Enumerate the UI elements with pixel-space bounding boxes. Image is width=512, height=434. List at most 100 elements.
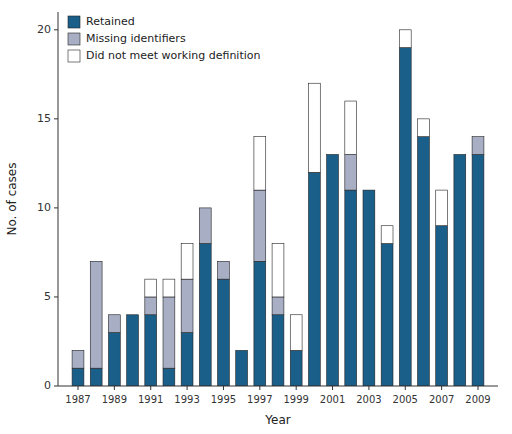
bar-segment	[145, 297, 157, 315]
y-tick-label: 15	[37, 112, 51, 125]
bar-segment	[218, 279, 230, 386]
x-tick	[114, 386, 115, 390]
bar-segment	[272, 315, 284, 386]
y-tick-label: 20	[37, 23, 51, 36]
bar-segment	[127, 315, 139, 386]
bar-segment	[399, 48, 411, 386]
bar-segment	[381, 226, 393, 244]
x-tick-label: 2003	[356, 394, 381, 405]
x-tick	[368, 386, 369, 390]
x-tick-label: 2007	[429, 394, 454, 405]
x-tick-label: 1991	[138, 394, 163, 405]
x-tick	[478, 386, 479, 390]
legend-swatch	[68, 33, 80, 45]
x-tick-label: 2001	[320, 394, 345, 405]
legend-label: Missing identifiers	[86, 32, 186, 45]
x-tick	[223, 386, 224, 390]
bar-segment	[308, 172, 320, 386]
bar-segment	[472, 154, 484, 386]
chart: 0 5 10 15 20 1987 1989 1991 1993 1995 1997 1999 2001…	[0, 0, 512, 434]
y-tick	[54, 296, 58, 297]
bar-segment	[108, 315, 120, 333]
bar-segment	[327, 154, 339, 155]
y-tick	[54, 29, 58, 30]
bar-segment	[72, 350, 84, 351]
bar-segment	[454, 154, 466, 386]
bar-segment	[236, 350, 248, 386]
bar-segment	[290, 350, 302, 386]
x-tick-label: 1989	[102, 394, 127, 405]
bar-segment	[72, 368, 84, 386]
bar-segment	[472, 137, 484, 155]
x-tick-label: 1993	[174, 394, 199, 405]
bar-segment	[363, 190, 375, 191]
bars	[72, 30, 484, 386]
x-tick-label: 1987	[65, 394, 90, 405]
legend-swatch	[68, 50, 80, 62]
bar-segment	[436, 190, 448, 226]
bar-segment	[272, 297, 284, 315]
legend: Retained Missing identifiers Did not meet …	[68, 15, 261, 62]
bar-segment	[472, 136, 484, 137]
bar-segment	[145, 279, 157, 297]
axes: 0 5 10 15 20 1987 1989 1991 1993 1995 1997 1999 2001…	[37, 12, 498, 405]
bar-segment	[399, 30, 411, 48]
bar-segment	[454, 154, 466, 155]
bar-segment	[218, 261, 230, 279]
bar-segment	[163, 279, 175, 297]
legend-swatch	[68, 16, 80, 28]
y-tick	[54, 386, 58, 387]
bar-segment	[108, 314, 120, 315]
legend-label: Did not meet working definition	[86, 49, 261, 62]
y-tick	[54, 207, 58, 208]
x-tick	[259, 386, 260, 390]
bar-segment	[199, 244, 211, 386]
bar-segment	[254, 137, 266, 190]
bar-segment	[345, 190, 357, 386]
bar-segment	[363, 190, 375, 386]
x-tick-label: 1995	[211, 394, 236, 405]
bar-segment	[418, 137, 430, 386]
bar-segment	[345, 101, 357, 154]
bar-segment	[254, 261, 266, 386]
x-tick-label: 1999	[283, 394, 308, 405]
bar-segment	[181, 333, 193, 386]
bar-segment	[327, 154, 339, 155]
bar-segment	[199, 208, 211, 244]
bar-segment	[90, 261, 102, 262]
bar-segment	[181, 279, 193, 332]
bar-segment	[163, 368, 175, 386]
y-tick-label: 10	[37, 201, 51, 214]
x-tick	[296, 386, 297, 390]
x-tick-label: 2009	[465, 394, 490, 405]
y-tick	[54, 118, 58, 119]
bar-segment	[254, 190, 266, 261]
x-tick-label: 1997	[247, 394, 272, 405]
y-tick-label: 0	[44, 379, 51, 392]
legend-label: Retained	[86, 15, 135, 28]
bar-segment	[90, 261, 102, 368]
bar-segment	[327, 154, 339, 386]
y-tick-label: 5	[44, 290, 51, 303]
bar-segment	[236, 350, 248, 351]
x-tick	[150, 386, 151, 390]
bar-segment	[290, 315, 302, 351]
bar-segment	[272, 244, 284, 297]
x-axis-label: Year	[264, 413, 290, 427]
bar-segment	[308, 83, 320, 172]
bar-segment	[145, 315, 157, 386]
x-tick	[405, 386, 406, 390]
bar-segment	[72, 350, 84, 368]
bar-segment	[108, 333, 120, 386]
bar-segment	[127, 314, 139, 315]
x-axis-line	[58, 386, 498, 387]
x-tick-label: 2005	[393, 394, 418, 405]
y-axis-label: No. of cases	[5, 163, 19, 236]
y-axis-line	[58, 12, 59, 386]
x-tick	[441, 386, 442, 390]
bar-segment	[181, 244, 193, 280]
bar-segment	[163, 297, 175, 368]
bar-segment	[436, 226, 448, 386]
bar-segment	[218, 261, 230, 262]
bar-segment	[127, 314, 139, 315]
